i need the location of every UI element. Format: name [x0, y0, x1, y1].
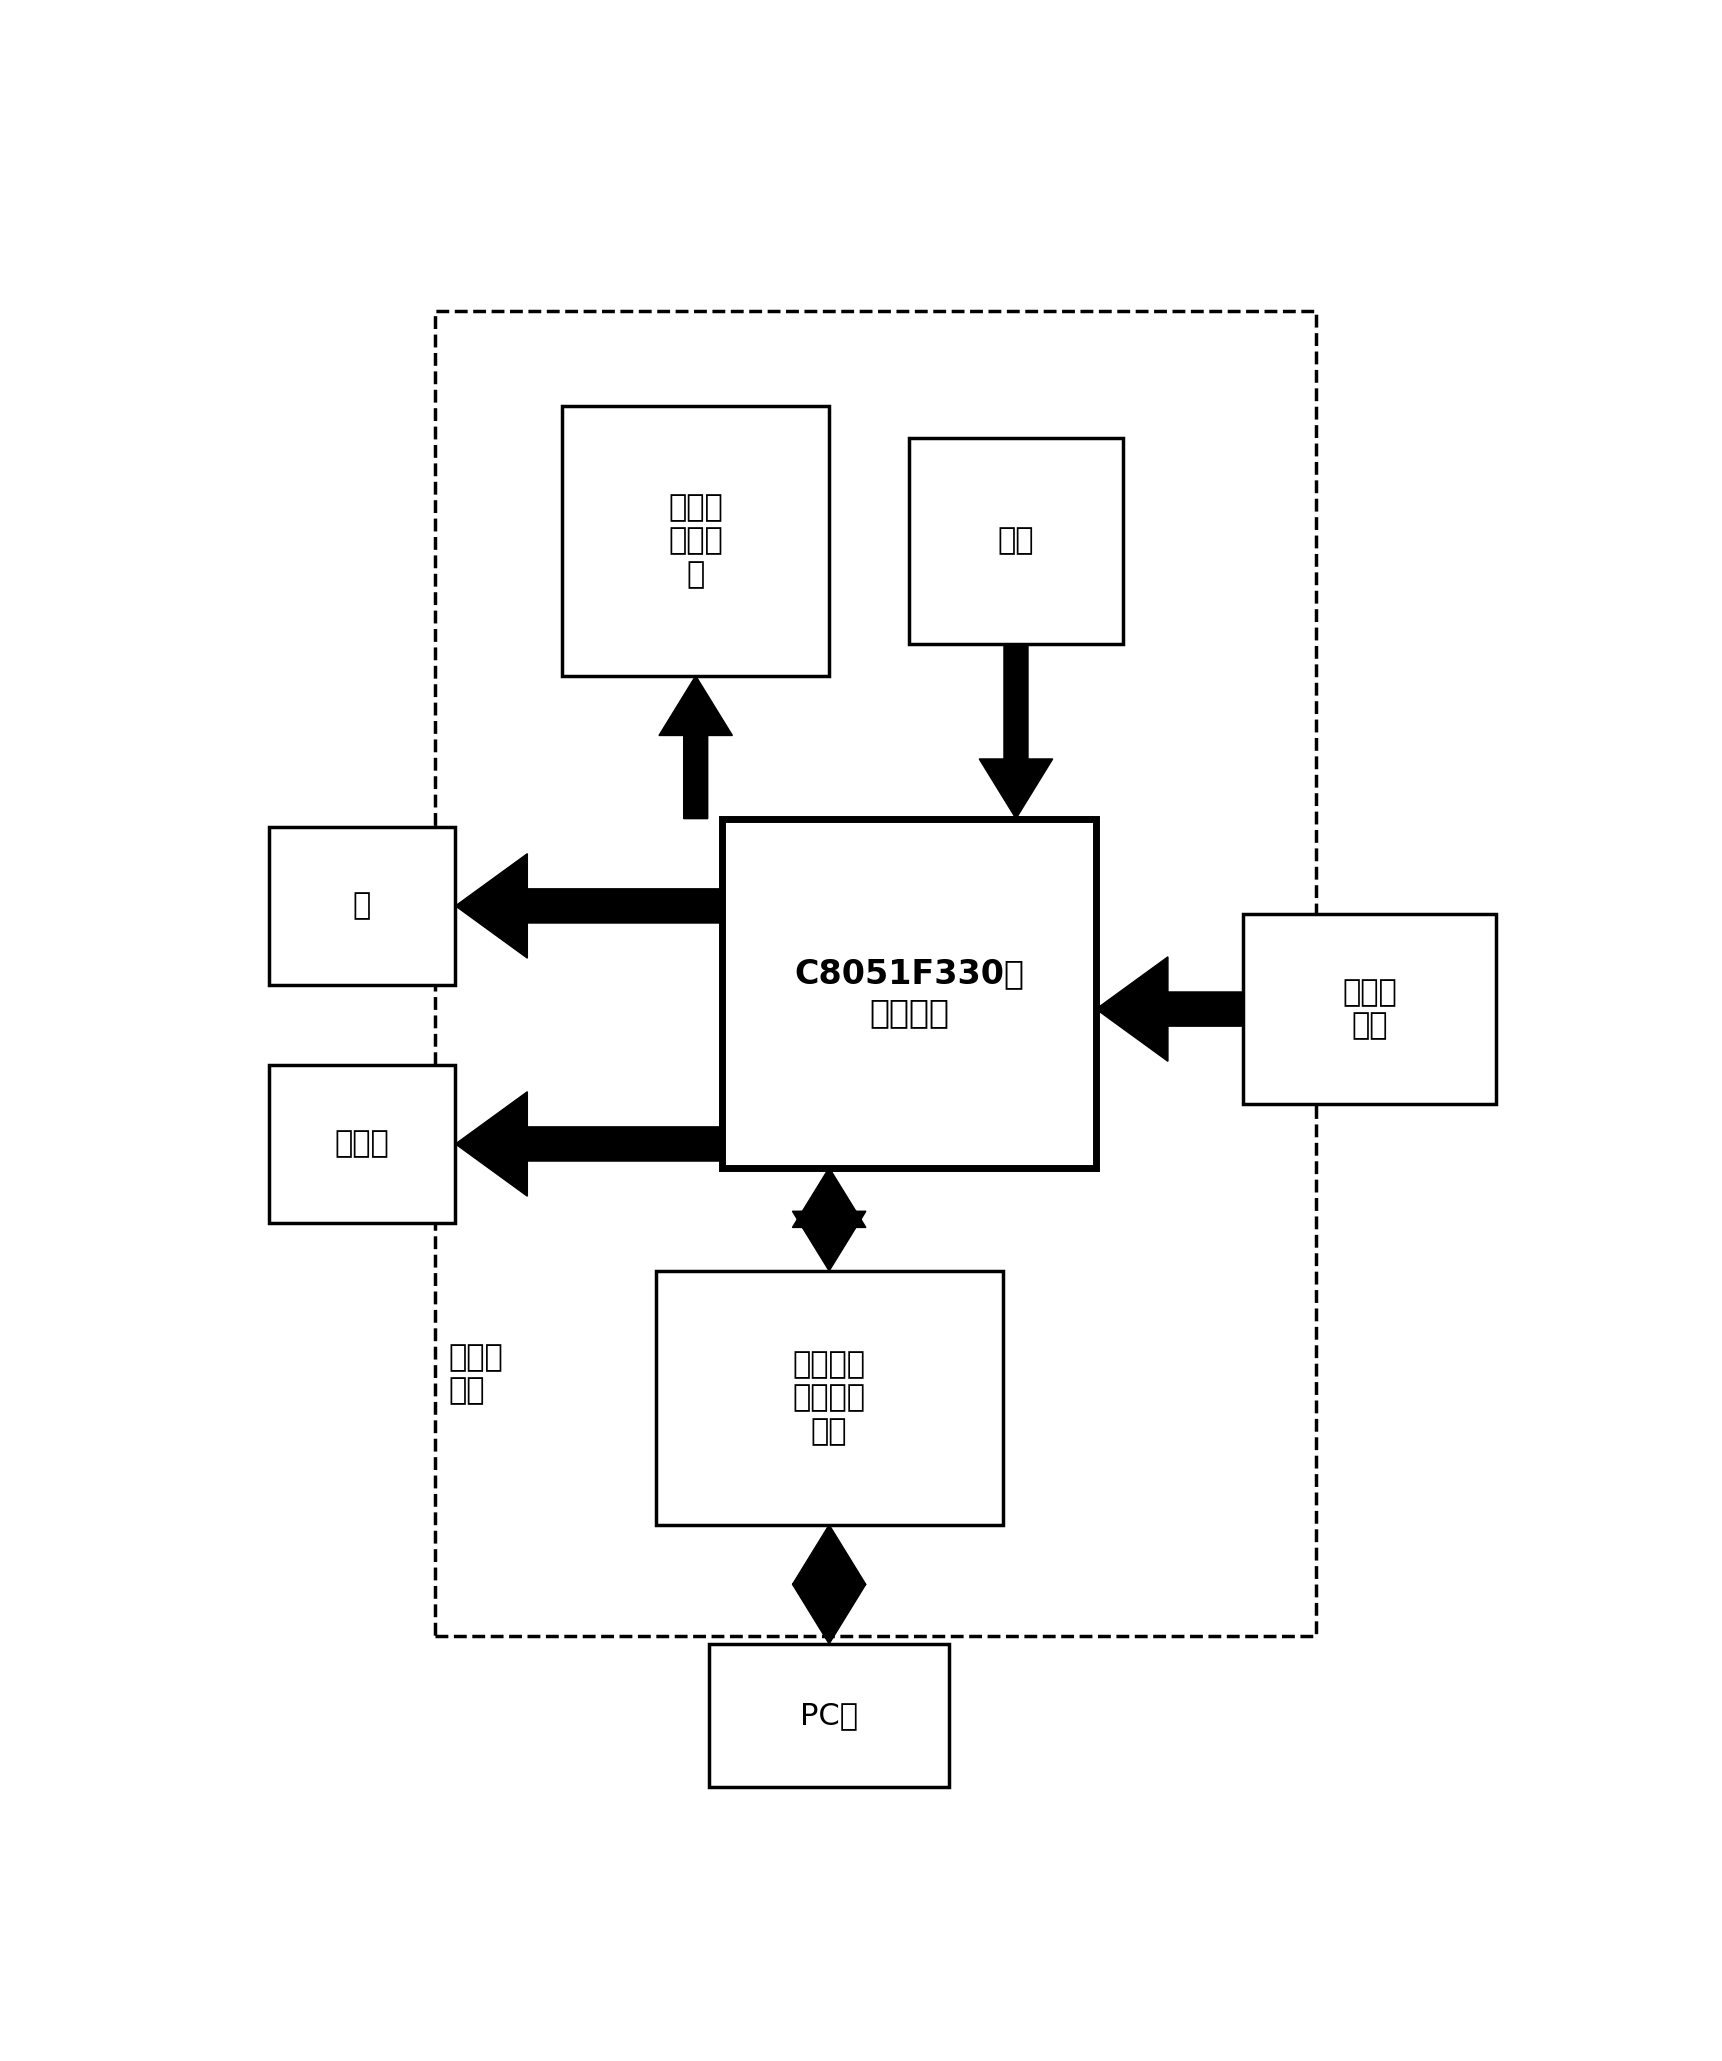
Text: 数码管
显示电
路: 数码管 显示电 路 [668, 493, 723, 589]
Text: 键盘: 键盘 [997, 526, 1035, 554]
Polygon shape [660, 676, 732, 818]
Polygon shape [455, 1092, 722, 1195]
Text: PC机: PC机 [801, 1700, 858, 1729]
Text: 泵: 泵 [353, 892, 372, 921]
Text: C8051F330单
片机系统: C8051F330单 片机系统 [794, 958, 1025, 1028]
Polygon shape [792, 1169, 866, 1272]
Polygon shape [980, 643, 1052, 818]
Polygon shape [792, 1525, 866, 1645]
Bar [722, 818, 1095, 1169]
Bar [269, 826, 455, 985]
Polygon shape [455, 853, 722, 958]
Bar [436, 311, 1316, 1636]
Text: 电磁阀: 电磁阀 [334, 1129, 389, 1158]
Bar [561, 406, 830, 676]
Bar [1243, 913, 1496, 1105]
Polygon shape [1095, 956, 1243, 1061]
Bar [909, 437, 1123, 643]
Bar [656, 1272, 1002, 1525]
Text: 控制电
路盒: 控制电 路盒 [449, 1344, 503, 1406]
Bar [709, 1645, 949, 1787]
Bar [269, 1066, 455, 1224]
Text: 压力传
感器: 压力传 感器 [1341, 977, 1397, 1041]
Text: 串口转以
太网通信
模块: 串口转以 太网通信 模块 [792, 1350, 866, 1447]
